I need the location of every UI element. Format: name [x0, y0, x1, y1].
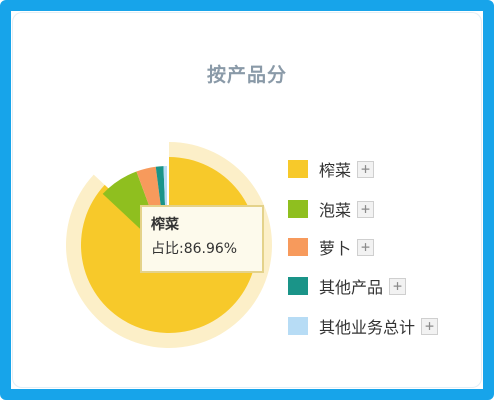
- legend-item-2[interactable]: 泡菜 +: [288, 198, 375, 220]
- tooltip: 榨菜 占比:86.96%: [140, 205, 264, 273]
- legend-label: 萝卜: [319, 239, 352, 258]
- legend-label: 其他产品: [319, 278, 384, 297]
- expand-plus-icon[interactable]: +: [357, 238, 375, 256]
- legend-swatch: [288, 238, 308, 256]
- legend-label: 其他业务总计: [319, 318, 416, 337]
- legend-swatch: [288, 277, 308, 295]
- legend-item-1[interactable]: 榨菜 +: [288, 158, 375, 180]
- legend-label: 泡菜: [319, 201, 352, 220]
- tooltip-value-line: 占比:86.96%: [151, 238, 254, 258]
- expand-plus-icon[interactable]: +: [389, 277, 407, 295]
- legend-swatch: [288, 200, 308, 218]
- legend-label: 榨菜: [319, 161, 352, 180]
- tooltip-name: 榨菜: [151, 217, 179, 233]
- tooltip-value: 86.96%: [183, 241, 238, 257]
- legend-item-3[interactable]: 萝卜 +: [288, 236, 375, 258]
- legend-swatch: [288, 317, 308, 335]
- legend-swatch: [288, 160, 308, 178]
- expand-plus-icon[interactable]: +: [357, 200, 375, 218]
- tooltip-label: 占比:: [151, 241, 184, 257]
- expand-plus-icon[interactable]: +: [421, 317, 439, 335]
- legend-item-5[interactable]: 其他业务总计 +: [288, 315, 439, 337]
- legend-item-4[interactable]: 其他产品 +: [288, 275, 407, 297]
- chart-title: 按产品分: [206, 64, 287, 86]
- expand-plus-icon[interactable]: +: [357, 160, 375, 178]
